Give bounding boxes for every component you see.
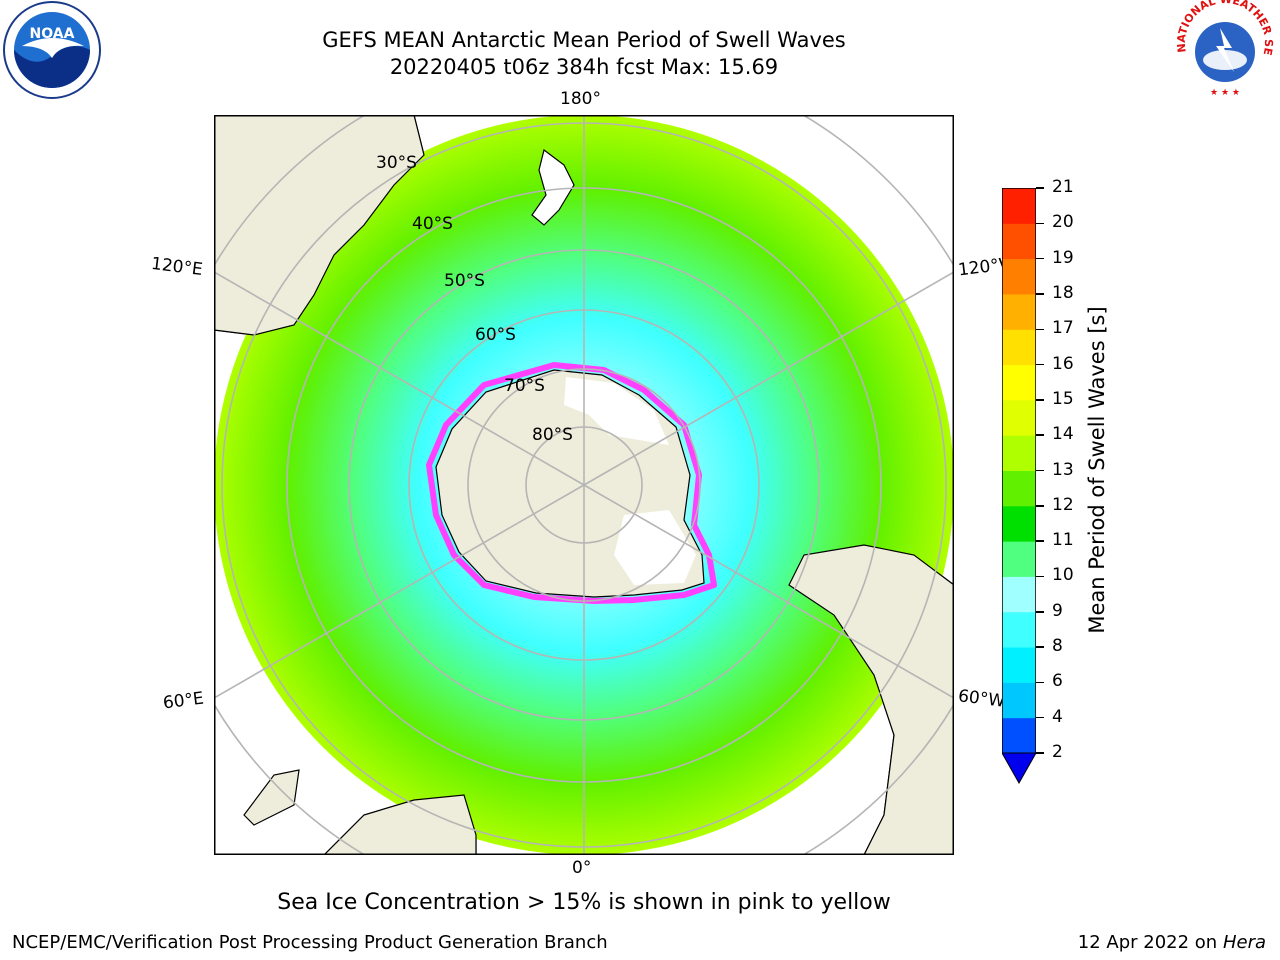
colorbar-tick-label: 21	[1052, 177, 1074, 197]
colorbar-under-triangle	[1001, 752, 1037, 785]
colorbar-tick-mark	[1036, 257, 1044, 260]
colorbar-tick-label: 9	[1052, 600, 1063, 621]
colorbar-tick-mark	[1036, 716, 1044, 719]
colorbar-tick-label: 19	[1052, 247, 1074, 268]
ice-shelf-weddell	[614, 510, 696, 585]
colorbar-tick-label: 17	[1052, 318, 1074, 339]
colorbar-tick-label: 15	[1052, 388, 1074, 409]
colorbar	[1001, 187, 1037, 788]
lon-label-0: 0°	[572, 858, 592, 878]
noaa-logo-icon: NOAA	[0, 0, 110, 100]
colorbar-band	[1002, 576, 1036, 613]
footer-host: Hera	[1222, 932, 1266, 953]
chart-subtitle: 20220405 t06z 384h fcst Max: 15.69	[389, 55, 779, 79]
colorbar-tick-label: 14	[1052, 424, 1074, 445]
lat-label-50s: 50°S	[444, 271, 485, 291]
colorbar-tick-mark	[1036, 575, 1044, 578]
colorbar-tick-mark	[1036, 505, 1044, 507]
colorbar-svg	[1001, 187, 1037, 785]
colorbar-tick-mark	[1036, 187, 1044, 189]
colorbar-label: Mean Period of Swell Waves [s]	[1085, 306, 1109, 634]
colorbar-tick-label: 11	[1052, 530, 1074, 551]
colorbar-band	[1002, 647, 1036, 683]
footer-date-text: 12 Apr 2022 on	[1077, 932, 1223, 953]
colorbar-band	[1002, 717, 1036, 754]
colorbar-tick-label: 13	[1052, 459, 1074, 480]
colorbar-tick-mark	[1036, 646, 1044, 648]
polar-map: 30°S 40°S 50°S 60°S 70°S 80°S	[214, 115, 954, 855]
colorbar-tick-mark	[1036, 363, 1044, 366]
graticule	[214, 115, 954, 855]
land-new-zealand	[531, 148, 575, 226]
colorbar-tick-label: 8	[1052, 636, 1063, 657]
colorbar-band	[1002, 682, 1036, 719]
colorbar-tick-label: 18	[1052, 282, 1074, 303]
colorbar-tick-mark	[1036, 681, 1044, 684]
lon-label-60e: 60°E	[161, 688, 205, 714]
colorbar-tick-label: 16	[1052, 353, 1074, 374]
svg-text:★ ★ ★: ★ ★ ★	[1210, 88, 1240, 98]
lon-label-60w: 60°W	[956, 686, 1006, 712]
chart-title: GEFS MEAN Antarctic Mean Period of Swell…	[322, 28, 846, 52]
colorbar-tick-label: 20	[1052, 212, 1074, 233]
lat-label-70s: 70°S	[504, 376, 545, 396]
colorbar-tick-label: 12	[1052, 494, 1074, 515]
colorbar-tick-mark	[1036, 328, 1044, 330]
footer-credit: NCEP/EMC/Verification Post Processing Pr…	[12, 932, 608, 953]
lat-label-40s: 40°S	[412, 214, 453, 234]
colorbar-band	[1002, 505, 1036, 542]
colorbar-tick-mark	[1036, 540, 1044, 542]
ice-shelf-ross	[564, 377, 669, 445]
colorbar-tick-label: 2	[1052, 742, 1063, 762]
colorbar-band	[1002, 188, 1036, 224]
colorbar-band	[1002, 611, 1036, 648]
colorbar-tick-mark	[1036, 434, 1044, 436]
colorbar-band	[1002, 223, 1036, 260]
colorbar-tick-mark	[1036, 611, 1044, 613]
land-madagascar	[243, 769, 300, 826]
colorbar-band	[1002, 293, 1036, 330]
colorbar-tick-label: 10	[1052, 565, 1074, 586]
colorbar-band	[1002, 399, 1036, 436]
colorbar-tick-mark	[1036, 752, 1044, 754]
lat-label-60s: 60°S	[475, 325, 516, 345]
polar-map-svg: 30°S 40°S 50°S 60°S 70°S 80°S	[214, 115, 954, 855]
colorbar-tick-label: 4	[1052, 706, 1063, 727]
colorbar-band	[1002, 435, 1036, 471]
sea-ice-note: Sea Ice Concentration > 15% is shown in …	[277, 890, 891, 915]
lat-label-80s: 80°S	[532, 425, 573, 445]
colorbar-tick-mark	[1036, 293, 1044, 295]
colorbar-band	[1002, 258, 1036, 295]
lon-label-180: 180°	[560, 89, 601, 109]
nws-logo-icon: NATIONAL WEATHER SERVICE ★ ★ ★	[1166, 0, 1280, 100]
lat-label-30s: 30°S	[376, 153, 417, 173]
colorbar-tick-mark	[1036, 469, 1044, 472]
lon-label-120e: 120°E	[149, 253, 204, 281]
colorbar-band	[1002, 470, 1036, 507]
colorbar-band	[1002, 364, 1036, 401]
colorbar-band	[1002, 329, 1036, 366]
colorbar-tick-mark	[1036, 399, 1044, 401]
colorbar-band	[1002, 541, 1036, 577]
footer-date: 12 Apr 2022 on Hera	[1078, 932, 1266, 953]
noaa-logo-text: NOAA	[30, 26, 75, 42]
colorbar-tick-label: 6	[1052, 671, 1063, 692]
colorbar-tick-mark	[1036, 222, 1044, 225]
